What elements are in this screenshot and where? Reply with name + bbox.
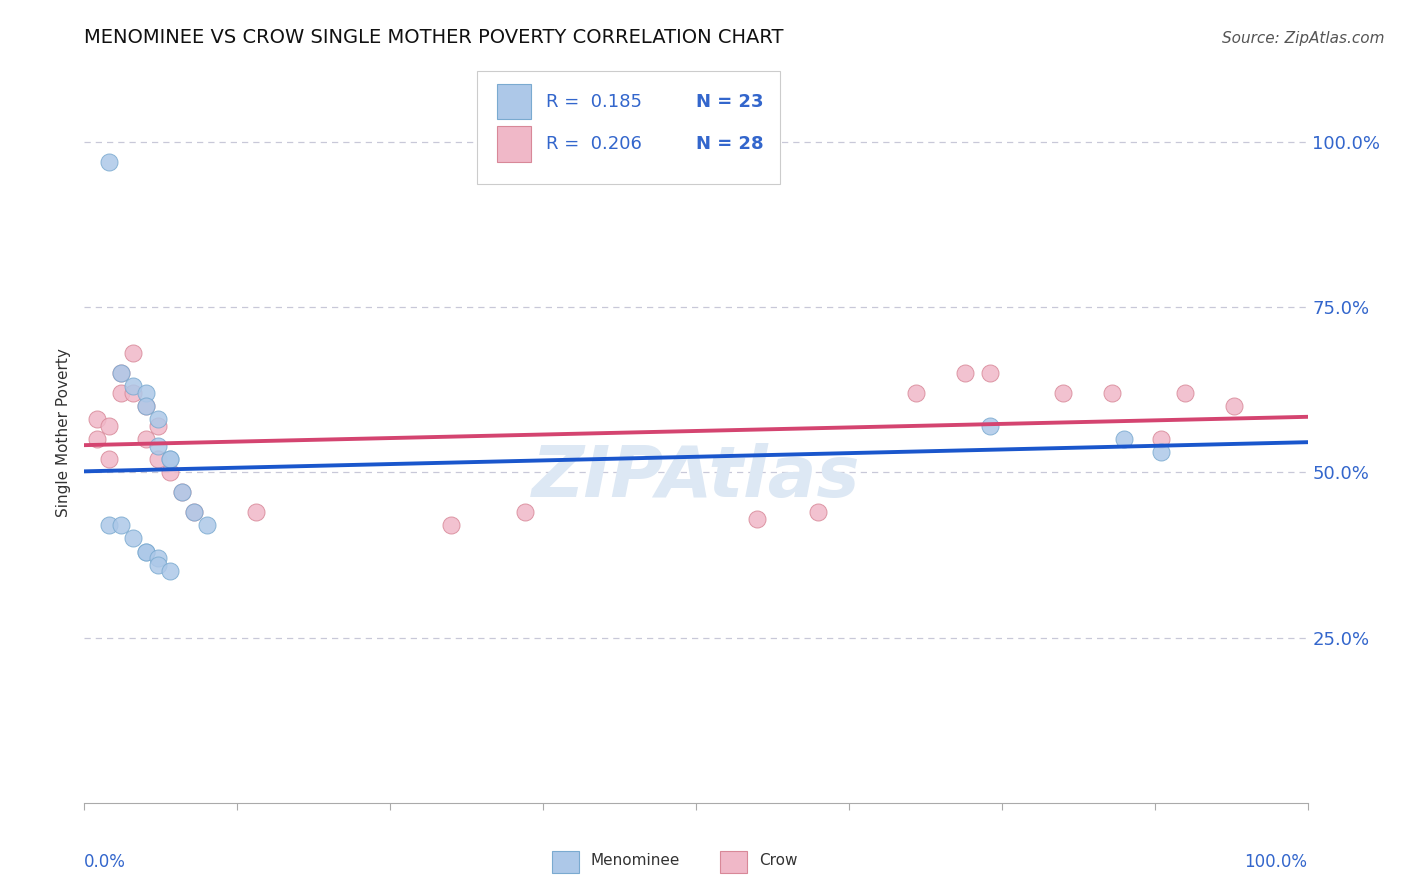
Point bbox=[1223, 399, 1246, 413]
Point bbox=[146, 412, 169, 426]
Point bbox=[979, 419, 1001, 434]
FancyBboxPatch shape bbox=[496, 126, 531, 161]
Point bbox=[513, 505, 536, 519]
Point bbox=[146, 439, 169, 453]
Point bbox=[1174, 386, 1197, 401]
Point bbox=[1150, 432, 1173, 446]
Text: R =  0.185: R = 0.185 bbox=[546, 93, 641, 111]
Text: 0.0%: 0.0% bbox=[84, 853, 127, 871]
Point bbox=[1150, 445, 1173, 459]
FancyBboxPatch shape bbox=[477, 70, 780, 184]
Point bbox=[1101, 386, 1123, 401]
Text: MENOMINEE VS CROW SINGLE MOTHER POVERTY CORRELATION CHART: MENOMINEE VS CROW SINGLE MOTHER POVERTY … bbox=[84, 28, 785, 47]
Point bbox=[146, 558, 169, 572]
Point bbox=[159, 465, 181, 479]
Point bbox=[146, 551, 169, 566]
Point bbox=[135, 399, 157, 413]
Text: N = 28: N = 28 bbox=[696, 135, 763, 153]
Point bbox=[97, 154, 120, 169]
Point bbox=[110, 518, 132, 533]
Point bbox=[86, 432, 108, 446]
Point bbox=[122, 379, 145, 393]
Point bbox=[183, 505, 205, 519]
Point bbox=[172, 485, 194, 500]
Point bbox=[135, 432, 157, 446]
Text: Menominee: Menominee bbox=[591, 853, 681, 868]
Point bbox=[747, 511, 769, 525]
Point bbox=[953, 366, 976, 380]
Point bbox=[245, 505, 267, 519]
Point bbox=[159, 452, 181, 467]
Point bbox=[86, 412, 108, 426]
Point bbox=[97, 518, 120, 533]
Text: ZIPAtlas: ZIPAtlas bbox=[531, 442, 860, 511]
Point bbox=[110, 366, 132, 380]
Point bbox=[172, 485, 194, 500]
Point bbox=[159, 565, 181, 579]
Point bbox=[146, 419, 169, 434]
Point bbox=[122, 532, 145, 546]
Text: R =  0.206: R = 0.206 bbox=[546, 135, 641, 153]
Text: N = 23: N = 23 bbox=[696, 93, 763, 111]
Point bbox=[135, 386, 157, 401]
Point bbox=[440, 518, 463, 533]
Point bbox=[807, 505, 830, 519]
Point bbox=[135, 544, 157, 558]
Point bbox=[97, 452, 120, 467]
Point bbox=[905, 386, 928, 401]
Point bbox=[1114, 432, 1136, 446]
Point bbox=[1052, 386, 1074, 401]
Y-axis label: Single Mother Poverty: Single Mother Poverty bbox=[56, 348, 72, 517]
Text: Crow: Crow bbox=[759, 853, 799, 868]
Point bbox=[135, 399, 157, 413]
FancyBboxPatch shape bbox=[496, 84, 531, 120]
Point bbox=[195, 518, 218, 533]
Point bbox=[146, 452, 169, 467]
Point bbox=[979, 366, 1001, 380]
Point bbox=[135, 544, 157, 558]
FancyBboxPatch shape bbox=[551, 851, 578, 873]
Text: Source: ZipAtlas.com: Source: ZipAtlas.com bbox=[1222, 31, 1385, 46]
Point bbox=[183, 505, 205, 519]
Point bbox=[97, 419, 120, 434]
Point bbox=[110, 366, 132, 380]
Point bbox=[122, 346, 145, 360]
Point bbox=[122, 386, 145, 401]
Text: 100.0%: 100.0% bbox=[1244, 853, 1308, 871]
Point bbox=[159, 452, 181, 467]
Point bbox=[110, 386, 132, 401]
FancyBboxPatch shape bbox=[720, 851, 748, 873]
